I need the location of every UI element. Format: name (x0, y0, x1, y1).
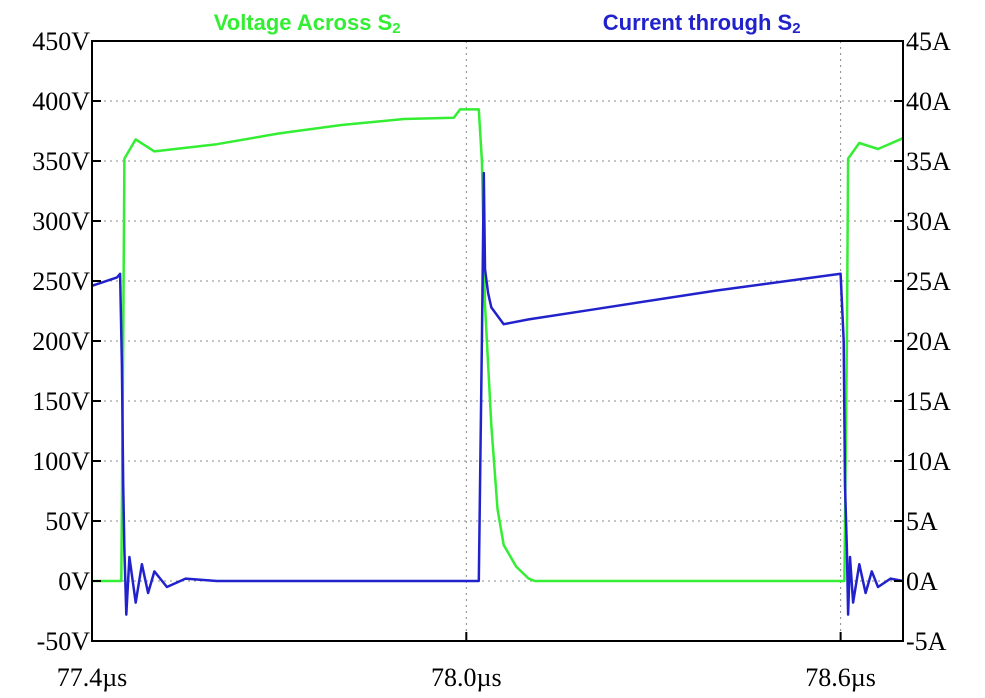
legend-current-label: Current through S2 (603, 10, 801, 37)
right-tick-label: 30A (906, 207, 951, 236)
right-tick-label: 15A (906, 387, 951, 416)
left-tick-label: 300V (32, 207, 90, 236)
x-tick-label: 78.6µs (805, 663, 876, 692)
left-tick-label: 200V (32, 327, 90, 356)
right-tick-label: 10A (906, 447, 951, 476)
left-tick-label: 400V (32, 87, 90, 116)
current-series-line (91, 171, 904, 616)
right-tick-label: 20A (906, 327, 951, 356)
left-tick-label: 100V (32, 447, 90, 476)
right-tick-label: 35A (906, 147, 951, 176)
left-tick-label: -50V (37, 627, 91, 656)
left-tick-label: 350V (32, 147, 90, 176)
axis-ticks: -50V 0V 50V 100V 150V 200V 250V 300V 350V 400V 450… (32, 27, 951, 692)
legend: Voltage Across S2 Current through S2 (214, 10, 801, 37)
right-tick-label: 40A (906, 87, 951, 116)
right-tick-label: 5A (906, 507, 938, 536)
left-tick-label: 0V (58, 567, 90, 596)
x-tick-label: 77.4µs (57, 663, 128, 692)
right-tick-label: 25A (906, 267, 951, 296)
left-tick-label: 50V (45, 507, 90, 536)
series-lines (91, 108, 904, 616)
left-tick-label: 450V (32, 27, 90, 56)
grid-lines (92, 40, 903, 642)
left-tick-label: 250V (32, 267, 90, 296)
left-tick-label: 150V (32, 387, 90, 416)
x-tick-label: 78.0µs (431, 663, 502, 692)
right-tick-label: 0A (906, 567, 938, 596)
right-tick-label: -5A (906, 627, 947, 656)
legend-voltage-label: Voltage Across S2 (214, 10, 401, 37)
right-tick-label: 45A (906, 27, 951, 56)
voltage-series-line (92, 108, 904, 583)
